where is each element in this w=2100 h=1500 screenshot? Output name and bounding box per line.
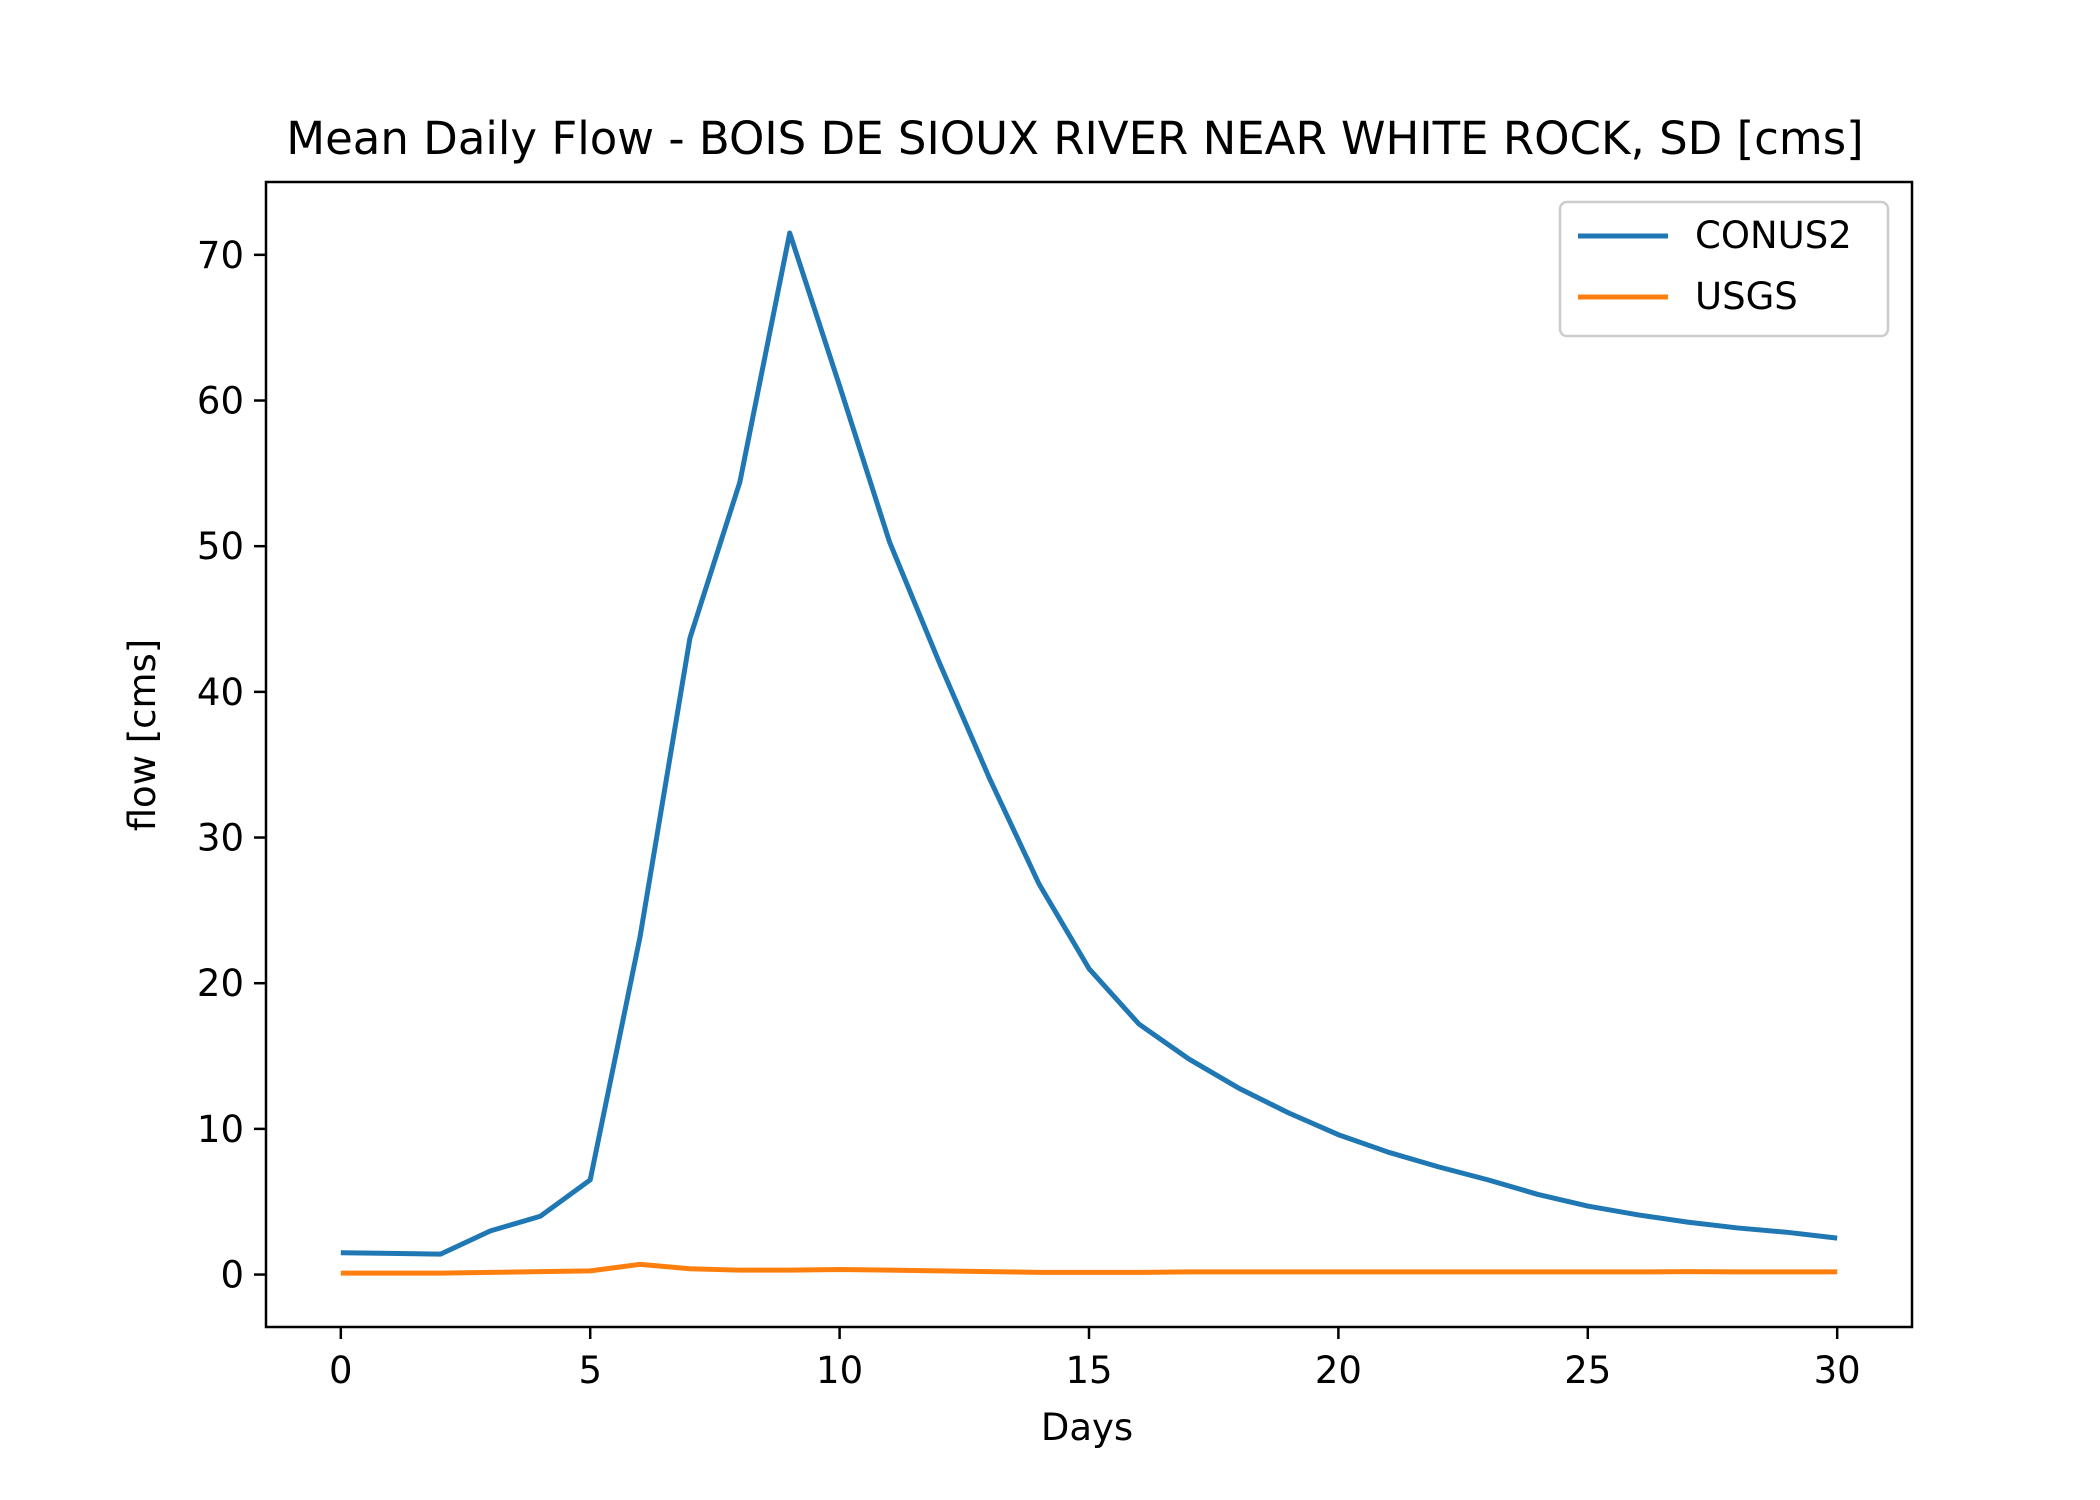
- legend-label-usgs: USGS: [1695, 275, 1798, 318]
- x-tick-label: 15: [1065, 1349, 1112, 1392]
- x-axis-label: Days: [1041, 1406, 1133, 1449]
- x-tick-label: 5: [578, 1349, 602, 1392]
- y-axis: 0 10 20 30 40 50 60 70: [197, 234, 266, 1297]
- y-tick-label: 10: [197, 1108, 244, 1151]
- chart-title: Mean Daily Flow - BOIS DE SIOUX RIVER NE…: [286, 112, 1863, 165]
- y-tick-label: 20: [197, 962, 244, 1005]
- series-line-conus2: [340, 230, 1838, 1257]
- y-tick-label: 40: [197, 671, 244, 714]
- y-tick-label: 70: [197, 234, 244, 277]
- plot-area: [340, 230, 1838, 1276]
- x-tick-label: 10: [816, 1349, 863, 1392]
- y-axis-label: flow [cms]: [121, 639, 164, 832]
- legend-label-conus2: CONUS2: [1695, 214, 1852, 257]
- y-tick-label: 50: [197, 525, 244, 568]
- x-axis: 0 5 10 15 20 25 30: [329, 1327, 1861, 1392]
- series-line-usgs: [340, 1261, 1838, 1276]
- y-tick-label: 60: [197, 380, 244, 423]
- x-tick-label: 0: [329, 1349, 353, 1392]
- y-tick-label: 0: [220, 1254, 244, 1297]
- y-tick-label: 30: [197, 817, 244, 860]
- x-tick-label: 30: [1814, 1349, 1861, 1392]
- legend: CONUS2 USGS: [1558, 200, 1890, 338]
- x-tick-label: 25: [1564, 1349, 1611, 1392]
- x-tick-label: 20: [1315, 1349, 1362, 1392]
- plot-frame: [264, 180, 1914, 1329]
